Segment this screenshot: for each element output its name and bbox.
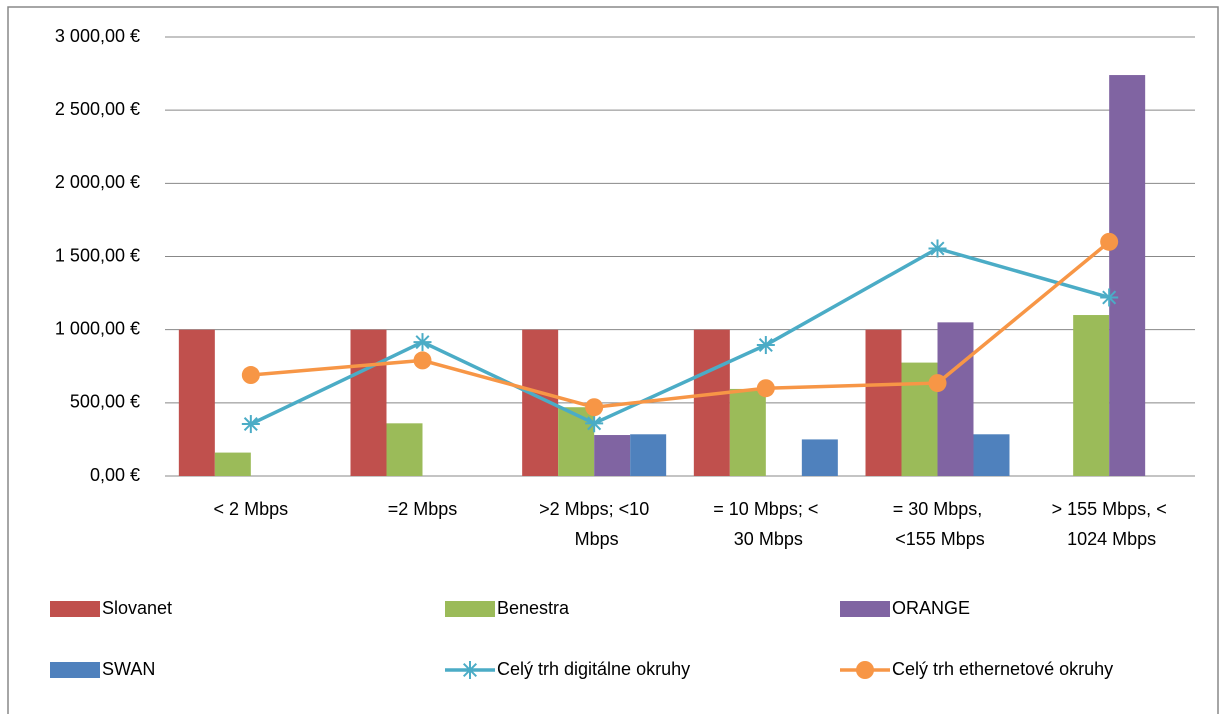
y-tick-label: 3 000,00 €	[55, 26, 140, 46]
x-tick-label-line: =2 Mbps	[388, 499, 458, 519]
line-marker	[585, 398, 604, 417]
line-marker	[756, 336, 775, 355]
bar	[1073, 315, 1110, 476]
line-marker	[756, 379, 775, 398]
y-tick-label: 2 500,00 €	[55, 99, 140, 119]
legend-label: Celý trh digitálne okruhy	[497, 659, 690, 679]
line-marker	[413, 333, 432, 352]
x-tick-label-line: 30 Mbps	[729, 529, 803, 549]
legend-label: Benestra	[497, 598, 570, 618]
x-tick-label: >2 Mbps; <10 Mbps	[539, 499, 649, 549]
legend-swatch	[50, 601, 100, 617]
x-tick-label-line: = 30 Mbps,	[893, 499, 983, 519]
line	[250, 240, 1111, 409]
x-tick-label: =2 Mbps	[388, 499, 458, 519]
marker-stroke	[1102, 290, 1117, 305]
bar	[214, 452, 251, 476]
x-tick-label-line: <155 Mbps	[890, 529, 985, 549]
line	[250, 246, 1110, 426]
line-marker	[856, 661, 874, 679]
legend-swatch	[840, 601, 890, 617]
chart-frame	[7, 6, 1219, 714]
line-marker	[585, 414, 604, 433]
bar	[178, 329, 215, 476]
x-tick-label-line: Mbps	[570, 529, 619, 549]
legend-label: Celý trh ethernetové okruhy	[892, 659, 1113, 679]
y-tick-label: 500,00 €	[70, 392, 140, 412]
legend-label: Slovanet	[102, 598, 172, 618]
legend-label: ORANGE	[892, 598, 970, 618]
x-tick-label-line: >2 Mbps; <10	[539, 499, 649, 519]
line-marker	[241, 415, 260, 434]
bar	[973, 434, 1010, 476]
marker-stroke	[587, 416, 602, 431]
line-marker	[241, 366, 260, 385]
x-tick-label-line: < 2 Mbps	[214, 499, 289, 519]
x-tick-label: = 10 Mbps; < 30 Mbps	[713, 499, 818, 549]
bar	[386, 423, 423, 476]
bar	[350, 329, 387, 476]
bar	[801, 439, 838, 476]
bar	[594, 435, 631, 476]
marker-stroke	[462, 662, 478, 678]
x-tick-label-line: 1024 Mbps	[1062, 529, 1156, 549]
y-tick-label: 2 000,00 €	[55, 172, 140, 192]
marker-stroke	[243, 417, 258, 432]
x-tick-label: < 2 Mbps	[214, 499, 289, 519]
bar	[1109, 75, 1146, 477]
bar	[865, 329, 902, 476]
marker-stroke	[415, 335, 430, 350]
x-tick-label: > 155 Mbps, < 1024 Mbps	[1052, 499, 1167, 549]
bar	[729, 388, 766, 476]
x-tick-label-line: = 10 Mbps; <	[713, 499, 818, 519]
y-tick-label: 0,00 €	[90, 465, 140, 485]
bar	[630, 434, 667, 476]
legend-swatch	[50, 662, 100, 678]
bar	[937, 322, 974, 476]
legend-swatch	[445, 601, 495, 617]
bar	[693, 329, 730, 476]
marker-stroke	[930, 241, 945, 256]
line-marker	[461, 661, 479, 679]
line-marker	[928, 374, 947, 393]
line-marker	[1100, 232, 1119, 251]
line-marker	[928, 239, 947, 258]
y-tick-label: 1 000,00 €	[55, 318, 140, 338]
line-marker	[1100, 288, 1119, 307]
y-tick-label: 1 500,00 €	[55, 245, 140, 265]
x-tick-label: = 30 Mbps, <155 Mbps	[890, 499, 985, 549]
x-tick-label-line: > 155 Mbps, <	[1052, 499, 1167, 519]
marker-stroke	[758, 338, 773, 353]
legend-label: SWAN	[102, 659, 155, 679]
line-marker	[413, 351, 432, 370]
